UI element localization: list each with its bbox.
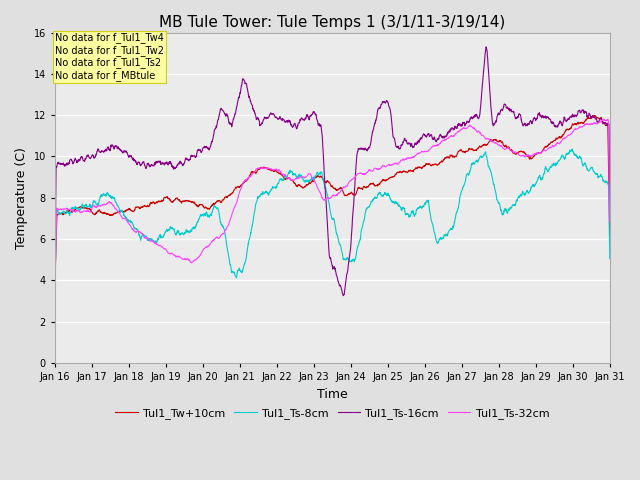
- Tul1_Ts-8cm: [590, 168, 598, 174]
- Legend: Tul1_Tw+10cm, Tul1_Ts-8cm, Tul1_Ts-16cm, Tul1_Ts-32cm: Tul1_Tw+10cm, Tul1_Ts-8cm, Tul1_Ts-16cm,…: [111, 404, 554, 423]
- Tul1_Ts-16cm: [321, 179, 328, 185]
- Tul1_Ts-32cm: [306, 171, 314, 177]
- Tul1_Ts-16cm: [590, 114, 598, 120]
- Tul1_Tw+10cm: [321, 179, 328, 184]
- Tul1_Ts-16cm: [306, 113, 314, 119]
- Line: Tul1_Tw+10cm: Tul1_Tw+10cm: [55, 116, 610, 284]
- Line: Tul1_Ts-16cm: Tul1_Ts-16cm: [55, 47, 610, 296]
- Tul1_Ts-16cm: [79, 158, 87, 164]
- Tul1_Ts-8cm: [79, 204, 87, 209]
- Tul1_Ts-16cm: [339, 293, 347, 299]
- Tul1_Ts-32cm: [606, 219, 614, 225]
- Tul1_Ts-32cm: [79, 208, 87, 214]
- Tul1_Tw+10cm: [589, 114, 597, 120]
- Tul1_Ts-16cm: [488, 120, 496, 125]
- Tul1_Ts-32cm: [488, 138, 495, 144]
- Tul1_Ts-8cm: [51, 288, 59, 294]
- Tul1_Tw+10cm: [590, 113, 598, 119]
- Tul1_Ts-8cm: [488, 173, 495, 179]
- Tul1_Ts-8cm: [568, 146, 576, 152]
- Tul1_Tw+10cm: [606, 232, 614, 238]
- Text: No data for f_Tul1_Tw4
No data for f_Tul1_Tw2
No data for f_Tul1_Ts2
No data for: No data for f_Tul1_Tw4 No data for f_Tul…: [55, 33, 164, 81]
- Line: Tul1_Ts-8cm: Tul1_Ts-8cm: [55, 149, 610, 291]
- Tul1_Ts-16cm: [606, 211, 614, 217]
- Tul1_Ts-32cm: [590, 120, 598, 126]
- Tul1_Ts-8cm: [321, 184, 328, 190]
- Tul1_Tw+10cm: [306, 180, 314, 186]
- Line: Tul1_Ts-32cm: Tul1_Ts-32cm: [55, 119, 610, 285]
- Tul1_Ts-32cm: [589, 120, 597, 126]
- Tul1_Ts-16cm: [590, 114, 598, 120]
- Y-axis label: Temperature (C): Temperature (C): [15, 147, 28, 249]
- Tul1_Ts-16cm: [482, 44, 490, 50]
- Tul1_Tw+10cm: [590, 114, 598, 120]
- Tul1_Ts-8cm: [590, 169, 598, 175]
- Tul1_Ts-8cm: [606, 256, 614, 262]
- Tul1_Tw+10cm: [79, 204, 87, 210]
- Tul1_Ts-16cm: [51, 262, 59, 268]
- Tul1_Ts-32cm: [600, 116, 608, 122]
- Tul1_Tw+10cm: [488, 138, 495, 144]
- Tul1_Ts-32cm: [321, 197, 328, 203]
- Title: MB Tule Tower: Tule Temps 1 (3/1/11-3/19/14): MB Tule Tower: Tule Temps 1 (3/1/11-3/19…: [159, 15, 506, 30]
- Tul1_Tw+10cm: [51, 281, 59, 287]
- Tul1_Ts-8cm: [306, 177, 314, 182]
- X-axis label: Time: Time: [317, 388, 348, 401]
- Tul1_Ts-32cm: [51, 282, 59, 288]
